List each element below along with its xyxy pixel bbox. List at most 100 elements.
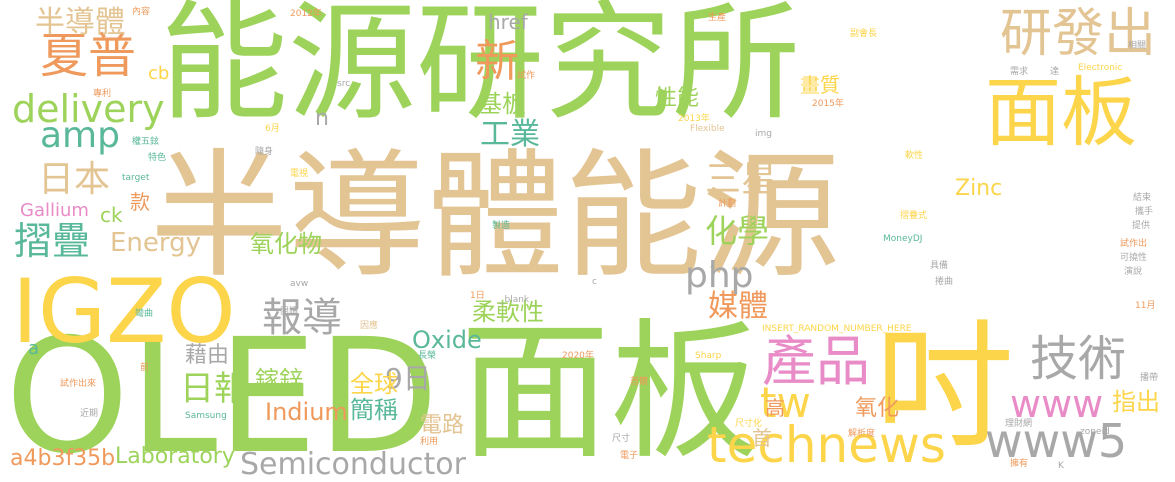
word-cloud-word: 1日 <box>470 291 485 301</box>
word-cloud-word: 夏普 <box>40 28 137 84</box>
word-cloud-word: href <box>488 10 528 34</box>
word-cloud-word: 閱讀 <box>280 307 299 317</box>
word-cloud-word: 2013年 <box>678 114 710 124</box>
word-cloud-word: INSERT_RANDOM_NUMBER_HERE <box>762 324 912 334</box>
word-cloud-word: 彎曲 <box>135 309 154 319</box>
word-cloud-word: Samsung <box>185 411 227 421</box>
word-cloud-word: IGZO <box>12 260 236 363</box>
word-cloud-word: 相關 <box>1128 41 1147 51</box>
word-cloud-word: 長榮 <box>418 351 437 361</box>
word-cloud-word: 2012年 <box>290 9 322 19</box>
word-cloud-word: zoneid <box>1080 427 1110 437</box>
word-cloud-word: _blank <box>500 295 530 305</box>
word-cloud-word: Sharp <box>695 351 722 361</box>
word-cloud-word: Zinc <box>955 176 1003 201</box>
word-cloud-word: 具備 <box>930 261 949 271</box>
word-cloud-word: 11月 <box>1135 301 1156 311</box>
word-cloud-word: 試作出 <box>1120 239 1148 249</box>
word-cloud-word: 隨身 <box>255 147 274 157</box>
word-cloud-word: 電路 <box>420 413 465 438</box>
word-cloud-word: technews <box>707 416 946 474</box>
word-cloud-word: cb <box>148 63 170 84</box>
word-cloud-word: 氧化 <box>855 396 900 421</box>
word-cloud-word: 2020年 <box>562 351 594 361</box>
word-cloud-word: 提供 <box>1132 221 1151 231</box>
word-cloud-word: 摺疊 <box>14 219 91 263</box>
word-cloud-word: 首爾 <box>630 377 649 387</box>
word-cloud-word: 半導體能源 <box>150 136 841 297</box>
word-cloud-word: 試作 <box>517 71 536 81</box>
word-cloud-word: 柔軟性 <box>472 298 544 326</box>
word-cloud-word: 媒體 <box>708 289 768 324</box>
word-cloud-word: MoneyDJ <box>883 234 923 244</box>
word-cloud-word: 能源研究所 <box>160 0 801 138</box>
word-cloud-word: 報導 <box>262 295 342 341</box>
word-cloud-word: Electronic <box>1078 63 1123 73</box>
word-cloud-word: 日本 <box>38 159 111 200</box>
word-cloud-word: 6月 <box>265 124 280 134</box>
word-cloud-word: c <box>592 277 597 287</box>
word-cloud-word: 副會長 <box>850 29 878 39</box>
word-cloud-word: target <box>122 173 150 183</box>
word-cloud-word: avw <box>290 279 309 289</box>
word-cloud-word: Semiconductor <box>240 447 466 482</box>
word-cloud-word: 面板 <box>985 68 1137 157</box>
word-cloud-word: 電視 <box>290 169 309 179</box>
word-cloud-word: 9日 <box>385 362 431 395</box>
word-cloud-word: 指出 <box>1112 388 1160 416</box>
word-cloud-word: 簡稱 <box>350 396 398 424</box>
word-cloud-word: n <box>315 106 329 131</box>
word-cloud-word: Gallium <box>20 200 89 221</box>
word-cloud-word: 近期 <box>80 409 99 419</box>
word-cloud-word: 生產 <box>708 13 727 23</box>
word-cloud-word: 可撓性 <box>1120 253 1148 263</box>
word-cloud-word: 吋 <box>875 306 1014 467</box>
word-cloud-word: 尺寸 <box>612 434 631 444</box>
word-cloud-word: delivery <box>12 87 165 131</box>
word-cloud-word: 研發出 <box>1000 4 1157 64</box>
word-cloud-word: 理財網 <box>1005 419 1033 429</box>
word-cloud-word: 特色 <box>148 153 167 163</box>
word-cloud-word: 鎵鋅 <box>255 366 303 394</box>
word-cloud-word: 2015年 <box>812 99 844 109</box>
word-cloud-word: php <box>685 255 754 296</box>
word-cloud-word: 電子 <box>620 451 639 461</box>
word-cloud-word: Energy <box>110 228 202 258</box>
word-cloud-word: Flexible <box>690 124 725 134</box>
word-cloud-word: 尺寸化 <box>735 419 763 429</box>
word-cloud-word: OLED <box>5 305 439 482</box>
word-cloud-word: www5 <box>985 414 1128 468</box>
word-cloud-word: 達 <box>1050 67 1060 77</box>
word-cloud-word: 因應 <box>360 321 379 331</box>
word-cloud-word: 全球 <box>350 370 398 398</box>
word-cloud-word: 面板 <box>460 306 761 480</box>
word-cloud-word: 氧化物 <box>250 230 322 258</box>
word-cloud-word: a4b3f35b <box>10 446 116 471</box>
word-cloud-word: 結束 <box>1133 193 1152 203</box>
word-cloud-word: 計劃 <box>718 199 737 209</box>
word-cloud-word: 播帶 <box>1140 373 1159 383</box>
word-cloud-word: Oxide <box>412 326 482 354</box>
word-cloud-word: 捲曲 <box>935 277 954 287</box>
word-cloud-word: 權五鉉 <box>132 137 160 147</box>
word-cloud-word: 畫質 <box>800 73 840 97</box>
word-cloud-word: ck <box>100 203 123 227</box>
word-cloud-word: 演說 <box>1124 267 1143 277</box>
word-cloud-word: src <box>337 79 351 89</box>
word-cloud-word: 日報 <box>180 369 248 409</box>
word-cloud-word: Laboratory <box>115 444 235 469</box>
word-cloud-word: 需求 <box>1010 67 1029 77</box>
word-cloud-word: 藉由 <box>185 343 230 368</box>
word-cloud-word: 三星 <box>705 159 778 200</box>
word-cloud-word: 軟性 <box>905 151 924 161</box>
word-cloud-word: 攜手 <box>1135 207 1154 217</box>
word-cloud-word: amp <box>40 115 120 156</box>
word-cloud-word: 新 <box>475 36 519 87</box>
word-cloud-word: 技術 <box>1030 331 1127 387</box>
word-cloud-word: 內容 <box>132 7 151 17</box>
word-cloud-word: 性能 <box>655 86 700 111</box>
word-cloud-word: 利用 <box>420 437 439 447</box>
word-cloud-word: 首 <box>752 426 772 450</box>
word-cloud-word: 產品 <box>762 330 870 393</box>
word-cloud-word: 專利 <box>93 89 112 99</box>
